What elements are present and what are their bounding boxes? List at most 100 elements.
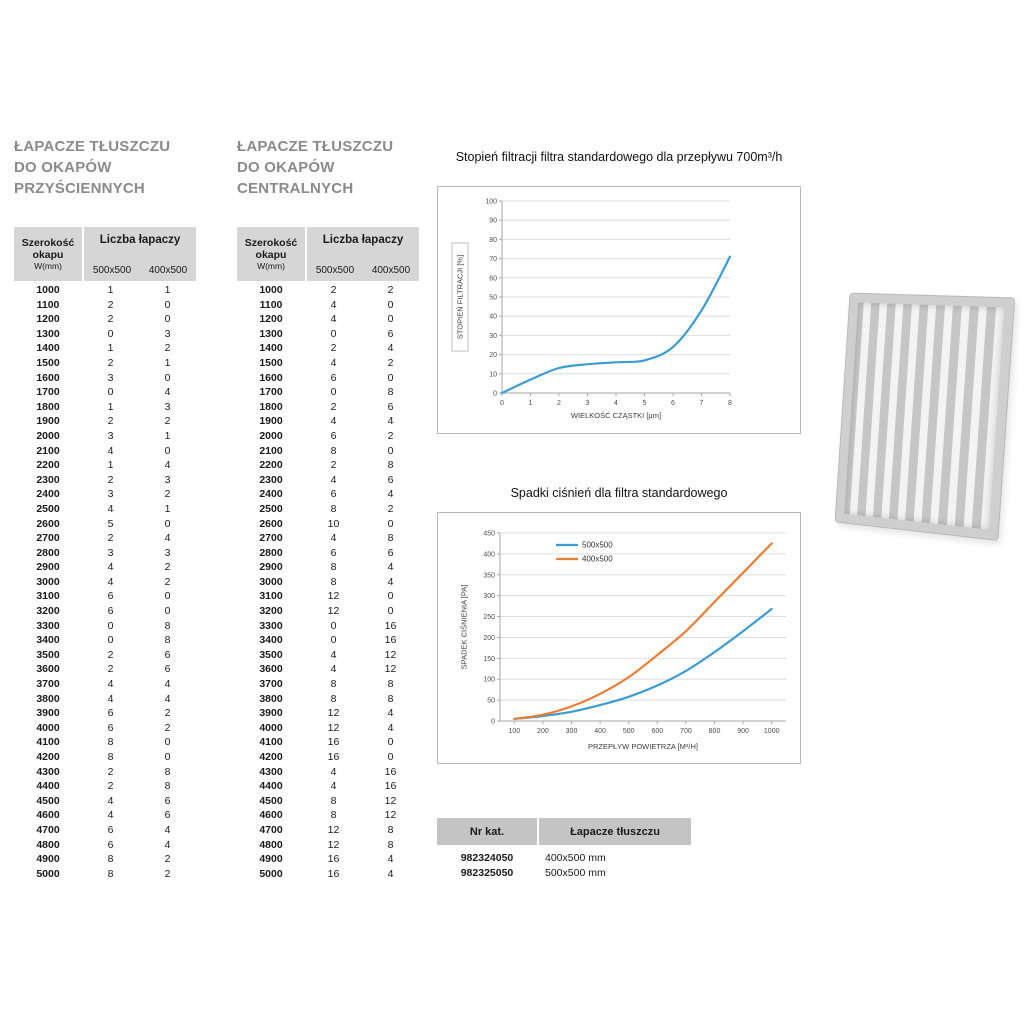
table-row: 2800 6 6: [237, 546, 419, 561]
table-row: 4400 4 16: [237, 779, 419, 794]
hood-width-value: 3400: [36, 634, 60, 647]
filter-count-value: 4: [387, 561, 394, 574]
svg-text:0: 0: [493, 391, 497, 398]
filter-count-value: 4: [107, 444, 114, 457]
table-row: 3700 4 4: [14, 677, 196, 692]
filter-count-value: 0: [387, 313, 394, 326]
filter-count-value: 3: [164, 327, 171, 340]
filter-count-value: 0: [330, 386, 337, 399]
title-line: CENTRALNYCH: [237, 180, 354, 197]
hood-width-value: 1400: [36, 342, 60, 355]
section-title-central-hoods: ŁAPACZE TŁUSZCZU DO OKAPÓW CENTRALNYCH: [237, 136, 447, 199]
header-label: Liczba łapaczy: [322, 234, 404, 246]
table-row: 4000 12 4: [237, 721, 419, 736]
hood-width-value: 4700: [36, 823, 60, 836]
filter-count-value: 6: [164, 648, 171, 661]
hood-width-value: 2500: [36, 502, 60, 515]
filter-count-value: 0: [164, 298, 171, 311]
svg-text:400: 400: [483, 551, 495, 558]
filter-count-value: 4: [164, 823, 171, 836]
svg-text:40: 40: [489, 314, 497, 321]
svg-text:8: 8: [728, 400, 732, 407]
hood-width-value: 2100: [36, 444, 60, 457]
filter-count-value: 0: [387, 590, 394, 603]
header-label: Szerokość: [21, 236, 75, 249]
filter-count-value: 8: [164, 780, 171, 793]
filter-count-value: 4: [164, 459, 171, 472]
hood-width-value: 4900: [259, 853, 283, 866]
header-label: okapu: [32, 248, 64, 261]
filter-count-value: 1: [164, 502, 171, 515]
hood-width-value: 2000: [259, 429, 283, 442]
hood-width-value: 3500: [36, 648, 60, 661]
hood-width-value: 1100: [36, 298, 60, 311]
hood-width-value: 1300: [36, 327, 60, 340]
filter-count-value: 6: [107, 707, 114, 720]
table-row: 4900 16 4: [237, 852, 419, 867]
hood-width-value: 1400: [259, 342, 283, 355]
filter-count-value: 6: [107, 721, 114, 734]
filter-count-value: 4: [164, 678, 171, 691]
svg-text:700: 700: [680, 728, 692, 735]
filter-count-value: 0: [164, 313, 171, 326]
filter-count-value: 6: [387, 327, 394, 340]
filter-count-value: 2: [107, 648, 114, 661]
filter-count-value: 4: [107, 502, 114, 515]
filter-count-value: 16: [384, 765, 397, 778]
filter-count-value: 0: [164, 736, 171, 749]
table-row: 4600 4 6: [14, 808, 196, 823]
filter-count-value: 0: [164, 444, 171, 457]
filter-count-value: 2: [164, 488, 171, 501]
table-row: 1800 2 6: [237, 400, 419, 415]
series-line: [500, 255, 732, 395]
table-row: 3600 4 12: [237, 662, 419, 677]
svg-text:60: 60: [489, 275, 497, 282]
hood-width-value: 1900: [259, 415, 283, 428]
filter-count-value: 2: [164, 561, 171, 574]
central-hoods-table: Szerokość okapu W(mm) Liczba łapaczy 500…: [237, 227, 419, 881]
width-header-cell: Szerokość okapu W(mm): [237, 227, 305, 281]
filter-count-value: 0: [164, 751, 171, 763]
filter-count-value: 6: [387, 400, 394, 413]
table-row: 2300 2 3: [14, 473, 196, 488]
filter-count-value: 8: [387, 678, 394, 691]
svg-text:200: 200: [483, 635, 495, 642]
hood-width-value: 1600: [259, 371, 283, 384]
catalog-rows: 982324050 400x500 mm 982325050 500x500 m…: [437, 850, 691, 880]
series-line: [513, 542, 773, 720]
table-row: 4200 16 0: [237, 750, 419, 765]
table-row: 4700 12 8: [237, 823, 419, 838]
filter-count-value: 12: [327, 605, 340, 618]
filter-count-value: 4: [164, 386, 171, 399]
svg-text:6: 6: [671, 400, 675, 407]
filter-count-value: 4: [107, 561, 114, 574]
table-row: 3300 0 16: [237, 619, 419, 634]
filter-count-value: 12: [327, 823, 340, 836]
filter-count-value: 2: [387, 284, 394, 296]
hood-width-value: 3000: [259, 575, 283, 588]
filter-count-value: 6: [107, 605, 114, 618]
hood-width-value: 4500: [36, 794, 60, 807]
svg-text:4: 4: [614, 400, 618, 407]
hood-width-value: 1000: [36, 284, 60, 296]
filter-count-value: 0: [107, 619, 114, 632]
filter-count-value: 4: [107, 692, 114, 705]
filter-count-value: 4: [330, 473, 337, 486]
table-row: 3200 6 0: [14, 604, 196, 619]
svg-text:30: 30: [489, 333, 497, 340]
filter-count-value: 0: [330, 634, 337, 647]
filter-count-value: 16: [384, 634, 397, 647]
filter-count-value: 4: [387, 342, 394, 355]
table-row: 1400 1 2: [14, 341, 196, 356]
filter-count-value: 2: [107, 765, 114, 778]
wall-hoods-table: Szerokość okapu W(mm) Liczba łapaczy 500…: [14, 227, 196, 881]
hood-width-value: 1700: [36, 386, 60, 399]
filter-count-value: 6: [330, 371, 337, 384]
table-row: 3800 4 4: [14, 692, 196, 707]
filter-count-value: 16: [384, 780, 397, 793]
filter-count-value: 1: [107, 459, 114, 472]
filter-count-value: 0: [164, 590, 171, 603]
filter-count-value: 2: [330, 400, 337, 413]
filter-count-value: 0: [387, 751, 394, 763]
svg-text:1000: 1000: [764, 728, 780, 735]
